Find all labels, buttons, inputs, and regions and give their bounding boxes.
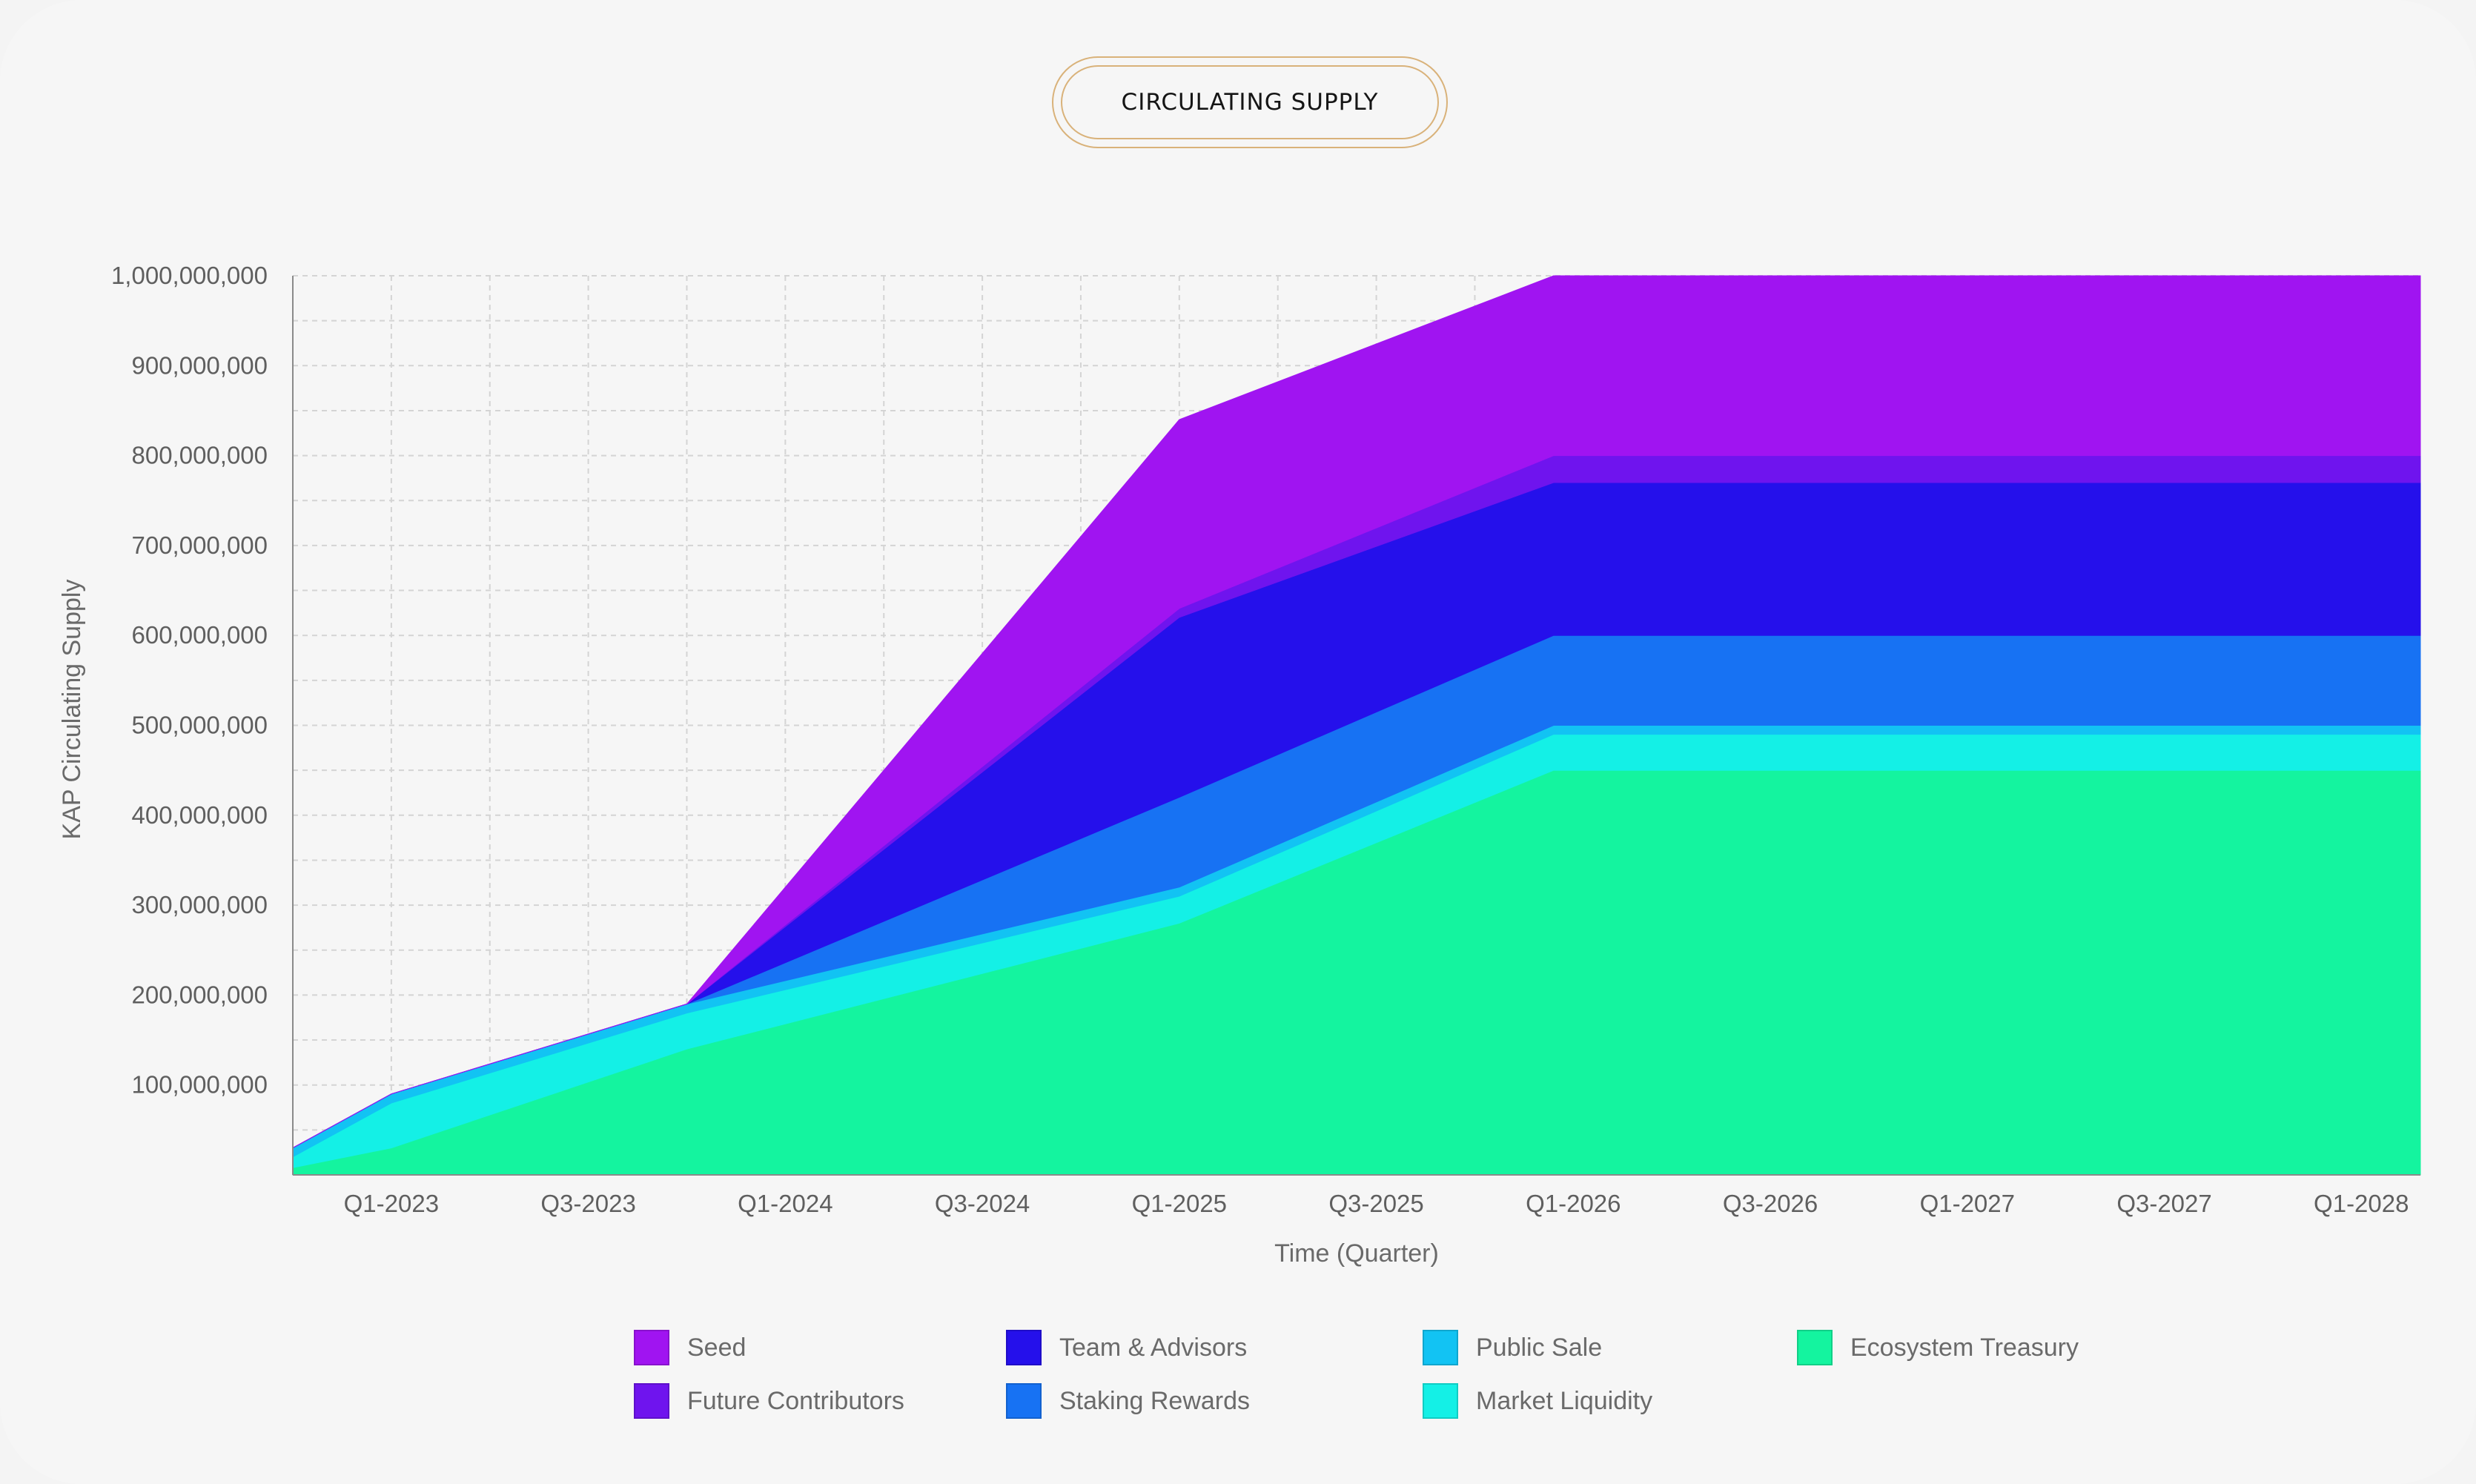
x-tick-label: Q1-2027 [1920, 1190, 2015, 1217]
x-tick-label: Q1-2026 [1526, 1190, 1621, 1217]
axes [292, 276, 2420, 1176]
y-tick-label: 200,000,000 [131, 981, 268, 1008]
x-tick-labels: Q1-2023 Q3-2023 Q1-2024 Q3-2024 Q1-2025 Q3-20… [344, 1190, 2409, 1217]
y-tick-label: 400,000,000 [131, 801, 268, 829]
x-tick-label: Q1-2024 [738, 1190, 832, 1217]
area-series [292, 275, 2421, 1176]
chart-title-pill-inner: CIRCULATING SUPPLY [1061, 65, 1439, 139]
y-tick-label: 900,000,000 [131, 351, 268, 379]
chart-title-pill: CIRCULATING SUPPLY [1052, 56, 1448, 148]
x-tick-label: Q1-2023 [344, 1190, 439, 1217]
y-tick-label: 700,000,000 [131, 531, 268, 559]
x-tick-label: Q3-2025 [1328, 1190, 1423, 1217]
area-seed [292, 275, 2421, 1149]
x-axis-title: Time (Quarter) [1274, 1239, 1439, 1268]
y-tick-label: 1,000,000,000 [111, 262, 268, 289]
y-tick-label: 100,000,000 [131, 1071, 268, 1099]
x-tick-label: Q1-2025 [1132, 1190, 1227, 1217]
x-tick-label: Q3-2024 [935, 1190, 1030, 1217]
y-tick-label: 500,000,000 [131, 712, 268, 739]
x-tick-label: Q3-2027 [2116, 1190, 2211, 1217]
x-tick-label: Q3-2023 [540, 1190, 635, 1217]
chart-title: CIRCULATING SUPPLY [1121, 89, 1379, 116]
y-axis-title: KAP Circulating Supply [58, 580, 86, 840]
y-tick-label: 600,000,000 [131, 621, 268, 649]
x-tick-label: Q3-2026 [1723, 1190, 1818, 1217]
x-tick-label: Q1-2028 [2314, 1190, 2409, 1217]
y-tick-label: 800,000,000 [131, 442, 268, 469]
y-tick-labels: 100,000,000 200,000,000 300,000,000 400,000… [111, 262, 268, 1099]
y-tick-label: 300,000,000 [131, 891, 268, 918]
